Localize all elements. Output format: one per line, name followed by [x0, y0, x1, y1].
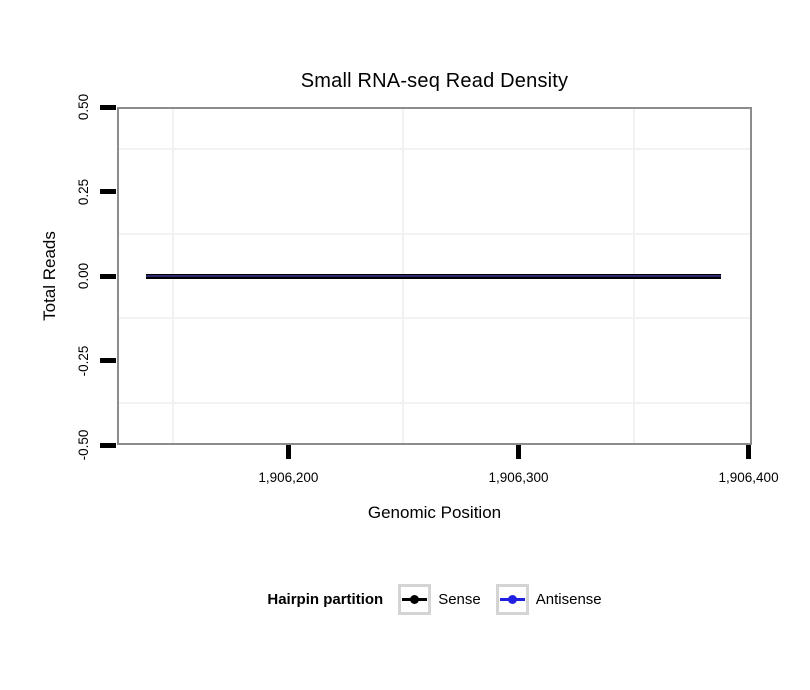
plot-panel — [117, 107, 752, 445]
y-tick-label: 0.25 — [76, 178, 91, 205]
series-line-antisense — [145, 275, 721, 277]
x-tick — [285, 445, 291, 459]
x-tick-label: 1,906,200 — [258, 470, 319, 485]
legend: Hairpin partition Sense Antisense — [117, 580, 752, 618]
y-tick-label: 0.00 — [76, 262, 91, 290]
minor-gridline-horizontal — [119, 401, 750, 404]
minor-gridline-horizontal — [119, 317, 750, 320]
y-tick — [100, 189, 116, 194]
x-tick — [746, 445, 752, 459]
legend-item-antisense: Antisense — [495, 583, 602, 615]
y-axis-title: Total Reads — [40, 231, 59, 321]
legend-item-sense: Sense — [398, 583, 481, 615]
y-tick-label: -0.50 — [76, 429, 91, 461]
legend-title: Hairpin partition — [267, 590, 384, 608]
x-tick-label: 1,906,300 — [488, 470, 549, 485]
x-axis-title: Genomic Position — [367, 503, 502, 522]
legend-label-antisense: Antisense — [535, 590, 602, 608]
y-tick — [100, 273, 116, 279]
y-tick — [100, 442, 116, 448]
y-tick — [100, 104, 116, 110]
chart-title: Small RNA-seq Read Density — [300, 70, 569, 92]
y-tick — [100, 358, 116, 363]
x-tick-label: 1,906,400 — [718, 470, 779, 485]
y-tick-label: 0.50 — [76, 93, 91, 121]
antisense-key-icon — [495, 583, 529, 615]
legend-label-sense: Sense — [438, 590, 481, 608]
sense-key-icon — [398, 583, 432, 615]
minor-gridline-horizontal — [119, 232, 750, 235]
minor-gridline-horizontal — [119, 148, 750, 151]
x-tick — [515, 445, 521, 459]
y-tick-label: -0.25 — [76, 345, 91, 376]
